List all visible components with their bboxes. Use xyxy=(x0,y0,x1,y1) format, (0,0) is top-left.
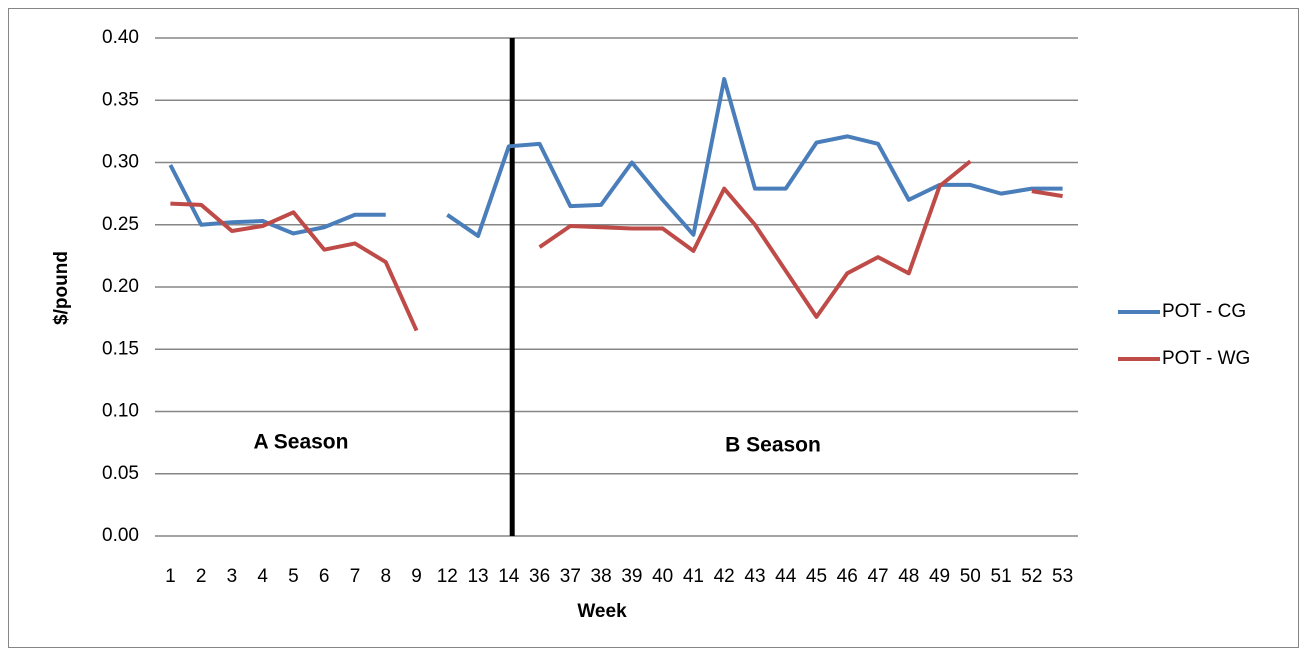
x-tick-label: 37 xyxy=(560,566,581,587)
x-tick-label: 13 xyxy=(467,566,488,587)
x-tick-label: 48 xyxy=(898,566,919,587)
x-tick-label: 9 xyxy=(411,566,422,587)
x-tick-label: 38 xyxy=(591,566,612,587)
x-tick-label: 51 xyxy=(991,566,1012,587)
y-tick-label: 0.10 xyxy=(102,401,139,422)
legend-label: POT - WG xyxy=(1162,348,1250,369)
x-tick-label: 4 xyxy=(257,566,268,587)
x-tick-label: 49 xyxy=(929,566,950,587)
chart-frame xyxy=(8,8,1299,648)
x-tick-label: 8 xyxy=(380,566,391,587)
series-line xyxy=(170,159,1063,332)
y-tick-label: 0.40 xyxy=(102,27,139,48)
x-tick-label: 12 xyxy=(437,566,458,587)
y-tick-label: 0.20 xyxy=(102,276,139,297)
x-tick-label: 47 xyxy=(867,566,888,587)
x-tick-label: 5 xyxy=(288,566,299,587)
annotation: B Season xyxy=(725,434,821,457)
x-tick-label: 50 xyxy=(960,566,981,587)
x-tick-label: 14 xyxy=(498,566,520,587)
y-tick-label: 0.15 xyxy=(102,338,139,359)
x-tick-label: 3 xyxy=(227,566,238,587)
x-tick-label: 39 xyxy=(621,566,642,587)
y-tick-label: 0.30 xyxy=(102,152,139,173)
x-tick-label: 40 xyxy=(652,566,673,587)
x-tick-label: 42 xyxy=(714,566,735,587)
x-tick-label: 2 xyxy=(196,566,207,587)
x-tick-label: 45 xyxy=(806,566,827,587)
x-tick-label: 46 xyxy=(837,566,858,587)
annotation: A Season xyxy=(254,431,349,454)
x-tick-label: 6 xyxy=(319,566,330,587)
y-axis-label: $/pound xyxy=(51,251,72,325)
x-tick-label: 36 xyxy=(529,566,550,587)
x-tick-label: 41 xyxy=(683,566,704,587)
series-line xyxy=(168,77,1063,238)
x-axis-label: Week xyxy=(577,601,627,622)
x-tick-label: 1 xyxy=(165,566,176,587)
x-tick-label: 43 xyxy=(744,566,765,587)
y-tick-label: 0.35 xyxy=(102,89,139,110)
y-tick-label: 0.25 xyxy=(102,214,139,235)
y-tick-label: 0.00 xyxy=(102,525,139,546)
y-tick-label: 0.05 xyxy=(102,463,139,484)
x-tick-label: 52 xyxy=(1021,566,1042,587)
x-tick-label: 53 xyxy=(1052,566,1073,587)
x-tick-label: 7 xyxy=(350,566,361,587)
legend-label: POT - CG xyxy=(1162,301,1246,322)
x-tick-label: 44 xyxy=(775,566,797,587)
